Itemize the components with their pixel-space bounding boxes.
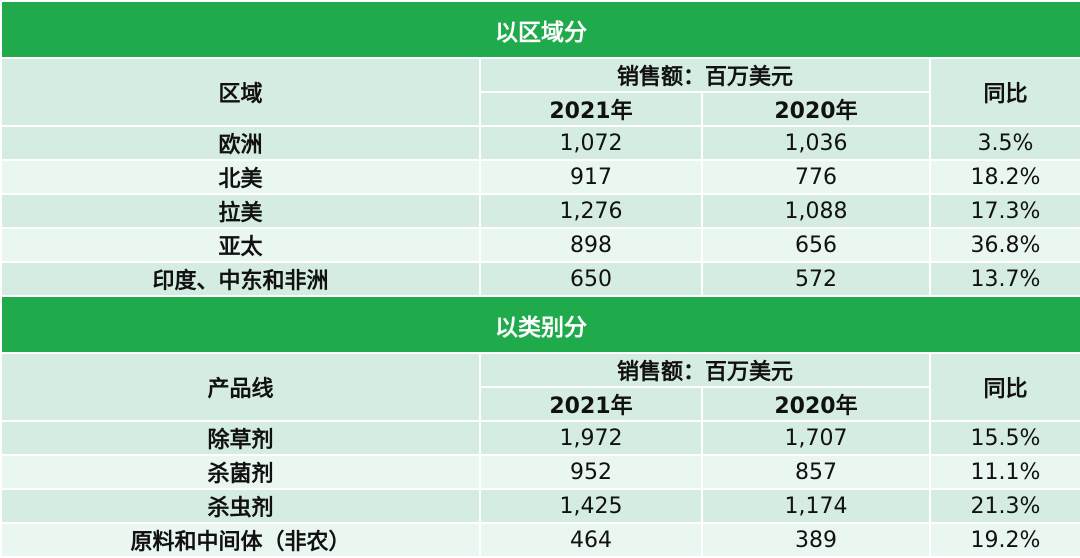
table-row: 印度、中东和非洲 650 572 13.7% — [0, 261, 1080, 297]
row-label: 北美 — [0, 159, 481, 195]
dimension-header: 产品线 — [0, 352, 481, 422]
section-header-region: 以区域分 — [0, 0, 1080, 59]
value-2020: 1,707 — [701, 420, 931, 456]
value-2021: 1,072 — [479, 125, 703, 161]
value-yoy: 15.5% — [929, 420, 1080, 456]
dimension-header: 区域 — [0, 57, 481, 127]
value-2020: 1,174 — [701, 488, 931, 524]
table-row: 杀虫剂 1,425 1,174 21.3% — [0, 488, 1080, 524]
value-2021: 898 — [479, 227, 703, 263]
table-row: 杀菌剂 952 857 11.1% — [0, 454, 1080, 490]
row-label: 杀虫剂 — [0, 488, 481, 524]
row-label: 杀菌剂 — [0, 454, 481, 490]
table-row: 原料和中间体（非农） 464 389 19.2% — [0, 522, 1080, 558]
value-2021: 1,972 — [479, 420, 703, 456]
table-row: 北美 917 776 18.2% — [0, 159, 1080, 195]
value-yoy: 36.8% — [929, 227, 1080, 263]
column-header-row: 区域 销售额：百万美元 同比 — [0, 57, 1080, 127]
value-2020: 656 — [701, 227, 931, 263]
value-2020: 572 — [701, 261, 931, 297]
value-2021: 917 — [479, 159, 703, 195]
row-label: 印度、中东和非洲 — [0, 261, 481, 297]
year-header-row: 2021年 2020年 — [1, 386, 1080, 422]
value-yoy: 3.5% — [929, 125, 1080, 161]
year-2020-header: 2020年 — [701, 386, 931, 422]
value-2021: 1,276 — [479, 193, 703, 229]
section-header-category: 以类别分 — [0, 295, 1080, 354]
value-yoy: 17.3% — [929, 193, 1080, 229]
value-yoy: 13.7% — [929, 261, 1080, 297]
year-header-row: 2021年 2020年 — [1, 91, 1080, 127]
yoy-header: 同比 — [929, 352, 1080, 422]
table-row: 欧洲 1,072 1,036 3.5% — [0, 125, 1080, 161]
value-yoy: 19.2% — [929, 522, 1080, 558]
row-label: 原料和中间体（非农） — [0, 522, 481, 558]
value-2020: 389 — [701, 522, 931, 558]
table-row: 除草剂 1,972 1,707 15.5% — [0, 420, 1080, 456]
value-yoy: 11.1% — [929, 454, 1080, 490]
column-header-row: 产品线 销售额：百万美元 同比 — [0, 352, 1080, 422]
value-2020: 776 — [701, 159, 931, 195]
year-2020-header: 2020年 — [701, 91, 931, 127]
value-2020: 1,036 — [701, 125, 931, 161]
table-row: 亚太 898 656 36.8% — [0, 227, 1080, 263]
sales-header: 销售额：百万美元 — [479, 57, 931, 93]
row-label: 亚太 — [0, 227, 481, 263]
value-2020: 857 — [701, 454, 931, 490]
row-label: 拉美 — [0, 193, 481, 229]
sales-header: 销售额：百万美元 — [479, 352, 931, 388]
year-2021-header: 2021年 — [479, 386, 703, 422]
table-row: 拉美 1,276 1,088 17.3% — [0, 193, 1080, 229]
section-title: 以类别分 — [0, 295, 1080, 354]
value-2021: 464 — [479, 522, 703, 558]
value-yoy: 21.3% — [929, 488, 1080, 524]
year-2021-header: 2021年 — [479, 91, 703, 127]
row-label: 除草剂 — [0, 420, 481, 456]
value-2021: 952 — [479, 454, 703, 490]
section-title: 以区域分 — [0, 0, 1080, 59]
row-label: 欧洲 — [0, 125, 481, 161]
value-2021: 650 — [479, 261, 703, 297]
value-2021: 1,425 — [479, 488, 703, 524]
value-yoy: 18.2% — [929, 159, 1080, 195]
yoy-header: 同比 — [929, 57, 1080, 127]
value-2020: 1,088 — [701, 193, 931, 229]
